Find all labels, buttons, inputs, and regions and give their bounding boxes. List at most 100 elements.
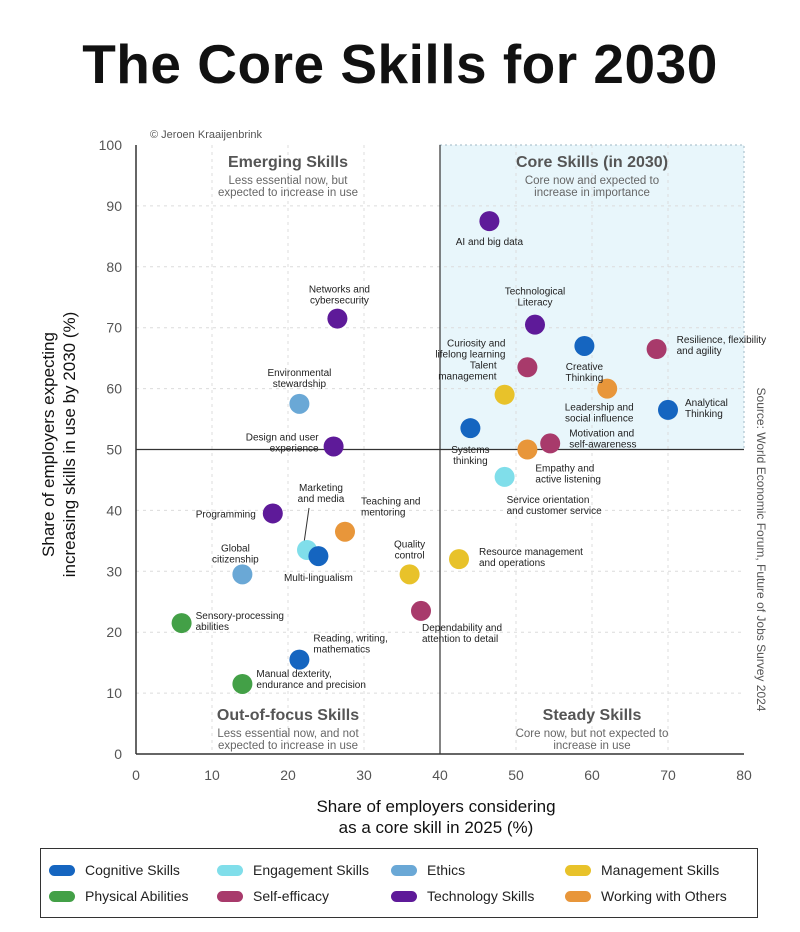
source-text: Source: World Economic Forum, Future of …	[754, 388, 768, 712]
legend-item: Technology Skills	[391, 888, 534, 904]
legend-item: Ethics	[391, 862, 465, 878]
y-tick-label: 100	[99, 137, 123, 153]
data-point-label: Manual dexterity, endurance and precision	[256, 669, 366, 691]
legend-swatch	[217, 864, 243, 876]
data-point-label: Analytical Thinking	[685, 398, 728, 420]
data-point-label: Reading, writing, mathematics	[313, 634, 387, 656]
data-point-label: Environmental stewardship	[267, 368, 331, 390]
data-point	[658, 399, 678, 420]
data-point-label: Resource management and operations	[479, 547, 583, 569]
x-tick-label: 70	[660, 767, 676, 783]
data-point	[289, 649, 310, 670]
x-tick-label: 40	[432, 767, 448, 783]
x-tick-label: 0	[132, 767, 140, 783]
x-tick-label: 20	[280, 767, 296, 783]
legend-item: Engagement Skills	[217, 862, 369, 878]
data-points: AI and big data Networks and cybersecurity…	[171, 211, 766, 694]
legend-swatch	[217, 890, 243, 902]
data-point-label: Resilience, flexibility and agility	[677, 335, 766, 357]
data-point-label: Service orientation and customer service	[507, 495, 602, 517]
legend-swatch	[391, 864, 417, 876]
data-point	[460, 418, 481, 439]
data-point-label: Teaching and mentoring	[361, 497, 421, 519]
data-point	[335, 521, 355, 542]
legend-label: Ethics	[427, 862, 466, 878]
legend-item: Management Skills	[565, 862, 719, 878]
quadrant-title-emerging: Emerging Skills	[228, 154, 348, 171]
x-tick-label: 30	[356, 767, 372, 783]
legend-label: Working with Others	[601, 888, 727, 904]
data-point	[232, 673, 253, 694]
y-tick-label: 30	[106, 563, 122, 579]
data-point	[327, 308, 348, 329]
legend-swatch	[49, 890, 75, 902]
legend-swatch	[391, 890, 417, 902]
legend-item: Cognitive Skills	[49, 862, 180, 878]
x-tick-label: 80	[736, 767, 752, 783]
y-tick-label: 40	[106, 502, 122, 518]
quadrant-desc-core: Core now and expected to increase in impo…	[525, 175, 659, 199]
copyright-text: © Jeroen Kraaijenbrink	[150, 129, 263, 141]
x-tick-label: 60	[584, 767, 600, 783]
data-point-label: Programming	[196, 509, 256, 520]
legend: Cognitive Skills Engagement Skills Ethics M…	[40, 848, 758, 918]
y-tick-label: 60	[106, 381, 122, 397]
data-point	[479, 211, 500, 232]
data-point	[411, 600, 431, 621]
data-point-label: Design and user experience	[246, 432, 319, 454]
leader-line	[303, 507, 310, 544]
y-tick-label: 10	[106, 685, 122, 701]
y-tick-label: 0	[114, 746, 122, 762]
data-point-label: Leadership and social influence	[565, 403, 634, 425]
data-point-label: Systems thinking	[451, 445, 489, 467]
data-point	[646, 339, 667, 360]
y-tick-label: 90	[106, 198, 122, 214]
legend-label: Technology Skills	[427, 888, 535, 904]
data-point	[574, 335, 595, 356]
quadrant-title-steady: Steady Skills	[543, 707, 642, 724]
quadrant-desc-steady: Core now, but not expected to increase in…	[516, 728, 669, 752]
data-point	[540, 433, 561, 454]
legend-swatch	[565, 864, 591, 876]
legend-swatch	[49, 864, 75, 876]
y-tick-label: 80	[106, 259, 122, 275]
data-point	[171, 613, 192, 634]
x-tick-label: 50	[508, 767, 524, 783]
data-point-label: Networks and cybersecurity	[309, 285, 370, 307]
data-point-label: Multi-lingualism	[284, 573, 353, 584]
data-point-label: Technological Literacy	[505, 287, 566, 309]
quadrant-title-outfocus: Out-of-focus Skills	[217, 707, 359, 724]
data-point	[449, 549, 469, 570]
y-tick-label: 70	[106, 320, 122, 336]
x-tick-label: 10	[204, 767, 220, 783]
data-point	[262, 503, 283, 524]
data-point	[525, 314, 545, 335]
data-point	[289, 393, 310, 414]
data-point-label: Creative Thinking	[565, 362, 603, 384]
legend-item: Physical Abilities	[49, 888, 189, 904]
legend-label: Cognitive Skills	[85, 862, 180, 878]
legend-item: Self-efficacy	[217, 888, 329, 904]
data-point	[399, 564, 420, 585]
legend-label: Management Skills	[601, 862, 720, 878]
data-point-label: Global citizenship	[212, 543, 259, 565]
data-point-label: AI and big data	[456, 237, 524, 248]
data-point-label: Curiosity and lifelong learning	[435, 338, 505, 360]
data-point	[323, 436, 344, 457]
data-point	[494, 384, 515, 405]
data-point-label: Sensory-processing abilities	[196, 611, 284, 633]
data-point-label: Marketing and media	[298, 483, 345, 505]
data-point	[494, 466, 515, 487]
legend-swatch	[565, 890, 591, 902]
data-point	[597, 378, 618, 399]
y-tick-label: 20	[106, 624, 122, 640]
y-tick-label: 50	[106, 442, 122, 458]
legend-item: Working with Others	[565, 888, 727, 904]
data-point-label: Empathy and active listening	[535, 464, 601, 486]
quadrant-desc-outfocus: Less essential now, and not expected to i…	[217, 728, 359, 752]
data-point	[517, 439, 538, 460]
page-title: The Core Skills for 2030	[82, 33, 718, 95]
quadrant-title-core: Core Skills (in 2030)	[516, 154, 668, 171]
data-point-label: Motivation and self-awareness	[569, 428, 636, 450]
y-axis-title: Share of employers expecting increasing s…	[39, 312, 79, 578]
